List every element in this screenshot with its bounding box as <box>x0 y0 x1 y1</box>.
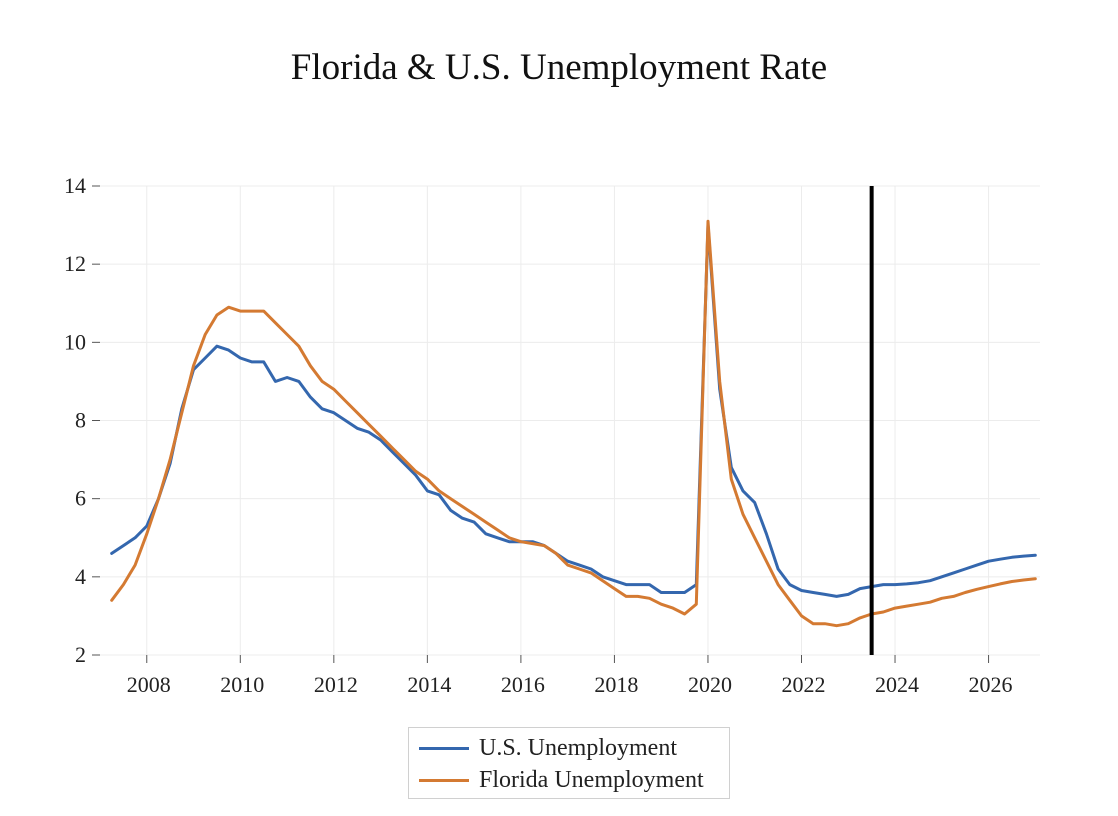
x-tick-label-2008: 2008 <box>127 672 171 697</box>
series-line-us-unemployment <box>110 223 1037 598</box>
y-tick-label-10: 10 <box>64 329 86 354</box>
series-line-florida-unemployment <box>110 219 1037 628</box>
x-tick-label-2020: 2020 <box>688 672 732 697</box>
x-tick-label-2018: 2018 <box>594 672 638 697</box>
legend-item-us: U.S. Unemployment <box>419 734 677 762</box>
x-tick-label-2014: 2014 <box>407 672 451 697</box>
legend-item-florida: Florida Unemployment <box>419 766 704 794</box>
y-tick-label-2: 2 <box>75 642 86 667</box>
legend-label-florida: Florida Unemployment <box>479 766 704 793</box>
legend-swatch-us <box>419 746 469 750</box>
x-tick-label-2022: 2022 <box>781 672 825 697</box>
y-tick-label-12: 12 <box>64 251 86 276</box>
axes <box>92 185 990 663</box>
legend-label-us: U.S. Unemployment <box>479 734 677 761</box>
x-tick-label-2010: 2010 <box>220 672 264 697</box>
x-tick-label-2012: 2012 <box>314 672 358 697</box>
legend: U.S. Unemployment Florida Unemployment <box>408 727 730 799</box>
grid <box>100 185 1040 656</box>
y-tick-label-8: 8 <box>75 408 86 433</box>
x-tick-label-2016: 2016 <box>501 672 545 697</box>
x-tick-label-2024: 2024 <box>875 672 919 697</box>
x-tick-label-2026: 2026 <box>969 672 1013 697</box>
y-tick-label-14: 14 <box>64 173 86 198</box>
y-tick-label-4: 4 <box>75 564 86 589</box>
y-tick-label-6: 6 <box>75 486 86 511</box>
chart-title: Florida & U.S. Unemployment Rate <box>290 47 828 88</box>
series <box>110 219 1037 628</box>
tick-labels: 2 4 6 8 10 12 14 2008 2010 2012 2014 2016 2018 2020 20… <box>64 173 1013 697</box>
legend-swatch-florida <box>419 778 469 782</box>
